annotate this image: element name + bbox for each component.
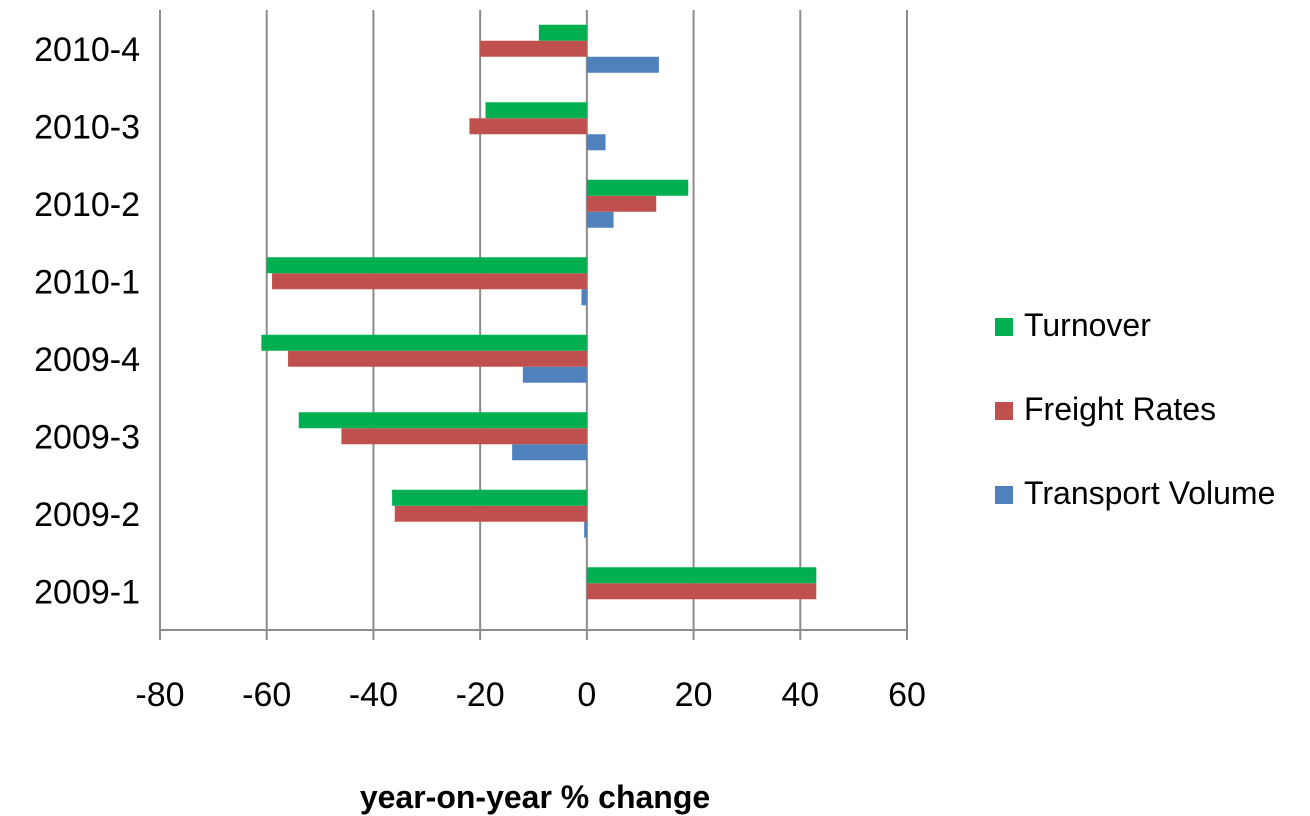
x-axis-title: year-on-year % change <box>360 779 710 815</box>
bar-transport-volume <box>586 211 614 228</box>
bar-freight-rates <box>272 273 587 290</box>
y-category-label: 2009-3 <box>34 418 140 456</box>
bar-freight-rates <box>469 118 587 135</box>
bar-turnover <box>586 179 689 196</box>
y-category-label: 2010-1 <box>34 263 140 301</box>
legend-swatch <box>995 486 1013 504</box>
y-category-label: 2009-4 <box>34 341 140 379</box>
axes <box>159 10 908 640</box>
bar-transport-volume <box>586 134 606 151</box>
bar-turnover <box>261 334 587 351</box>
bar-transport-volume <box>522 366 587 383</box>
bar-turnover <box>485 102 587 119</box>
bars <box>261 24 817 600</box>
bar-freight-rates <box>288 350 587 367</box>
bar-transport-volume <box>512 444 587 461</box>
bar-turnover <box>298 412 587 429</box>
bar-turnover <box>586 567 817 584</box>
axis-labels: -80 -60 -40 -20 0 20 40 60 2009-1 2009-2 2009-3 200… <box>34 31 926 714</box>
bar-turnover <box>392 489 587 506</box>
y-category-label: 2010-4 <box>34 31 140 69</box>
legend-label: Transport Volume <box>1024 475 1275 511</box>
legend: Turnover Freight Rates Transport Volume <box>995 307 1275 511</box>
bar-transport-volume <box>584 521 587 538</box>
bar-turnover <box>266 257 587 274</box>
bar-transport-volume <box>586 56 659 73</box>
x-tick-label: 0 <box>577 676 596 714</box>
x-tick-label: 20 <box>675 676 713 714</box>
bar-transport-volume <box>581 289 587 306</box>
y-category-label: 2010-2 <box>34 186 140 224</box>
bar-freight-rates <box>394 505 587 522</box>
x-tick-label: -20 <box>456 676 505 714</box>
legend-label: Turnover <box>1024 307 1151 343</box>
x-tick-label: -80 <box>135 676 184 714</box>
legend-swatch <box>995 402 1013 420</box>
x-tick-label: 40 <box>781 676 819 714</box>
y-category-label: 2010-3 <box>34 108 140 146</box>
bar-freight-rates <box>586 195 657 212</box>
legend-label: Freight Rates <box>1024 391 1216 427</box>
y-category-label: 2009-1 <box>34 573 140 611</box>
x-tick-label: -40 <box>349 676 398 714</box>
x-tick-label: 60 <box>888 676 926 714</box>
legend-swatch <box>995 318 1013 336</box>
bar-turnover <box>538 24 587 41</box>
bar-freight-rates <box>480 40 587 57</box>
x-tick-label: -60 <box>242 676 291 714</box>
y-category-label: 2009-2 <box>34 496 140 534</box>
bar-freight-rates <box>341 428 587 445</box>
bar-freight-rates <box>586 583 817 600</box>
